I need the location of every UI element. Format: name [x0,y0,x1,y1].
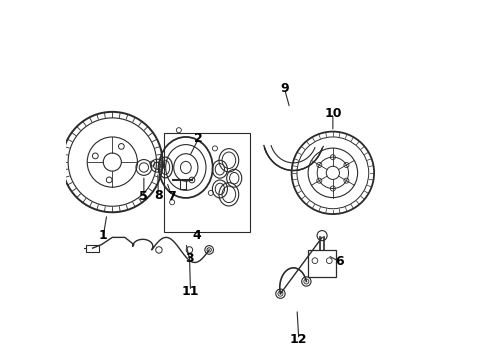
Bar [164,134,250,232]
Text: 5: 5 [140,190,148,203]
Text: 3: 3 [185,252,194,265]
Text: 2: 2 [194,132,203,145]
Bar [309,250,336,277]
Text: 1: 1 [99,229,108,242]
Text: 12: 12 [290,333,308,346]
Text: 10: 10 [324,107,342,120]
Text: 4: 4 [192,229,201,242]
Text: 7: 7 [167,190,176,203]
Text: 8: 8 [154,189,163,202]
Text: 9: 9 [280,82,289,95]
Bar [86,244,99,252]
Text: 11: 11 [182,285,199,298]
Text: 6: 6 [336,255,344,268]
